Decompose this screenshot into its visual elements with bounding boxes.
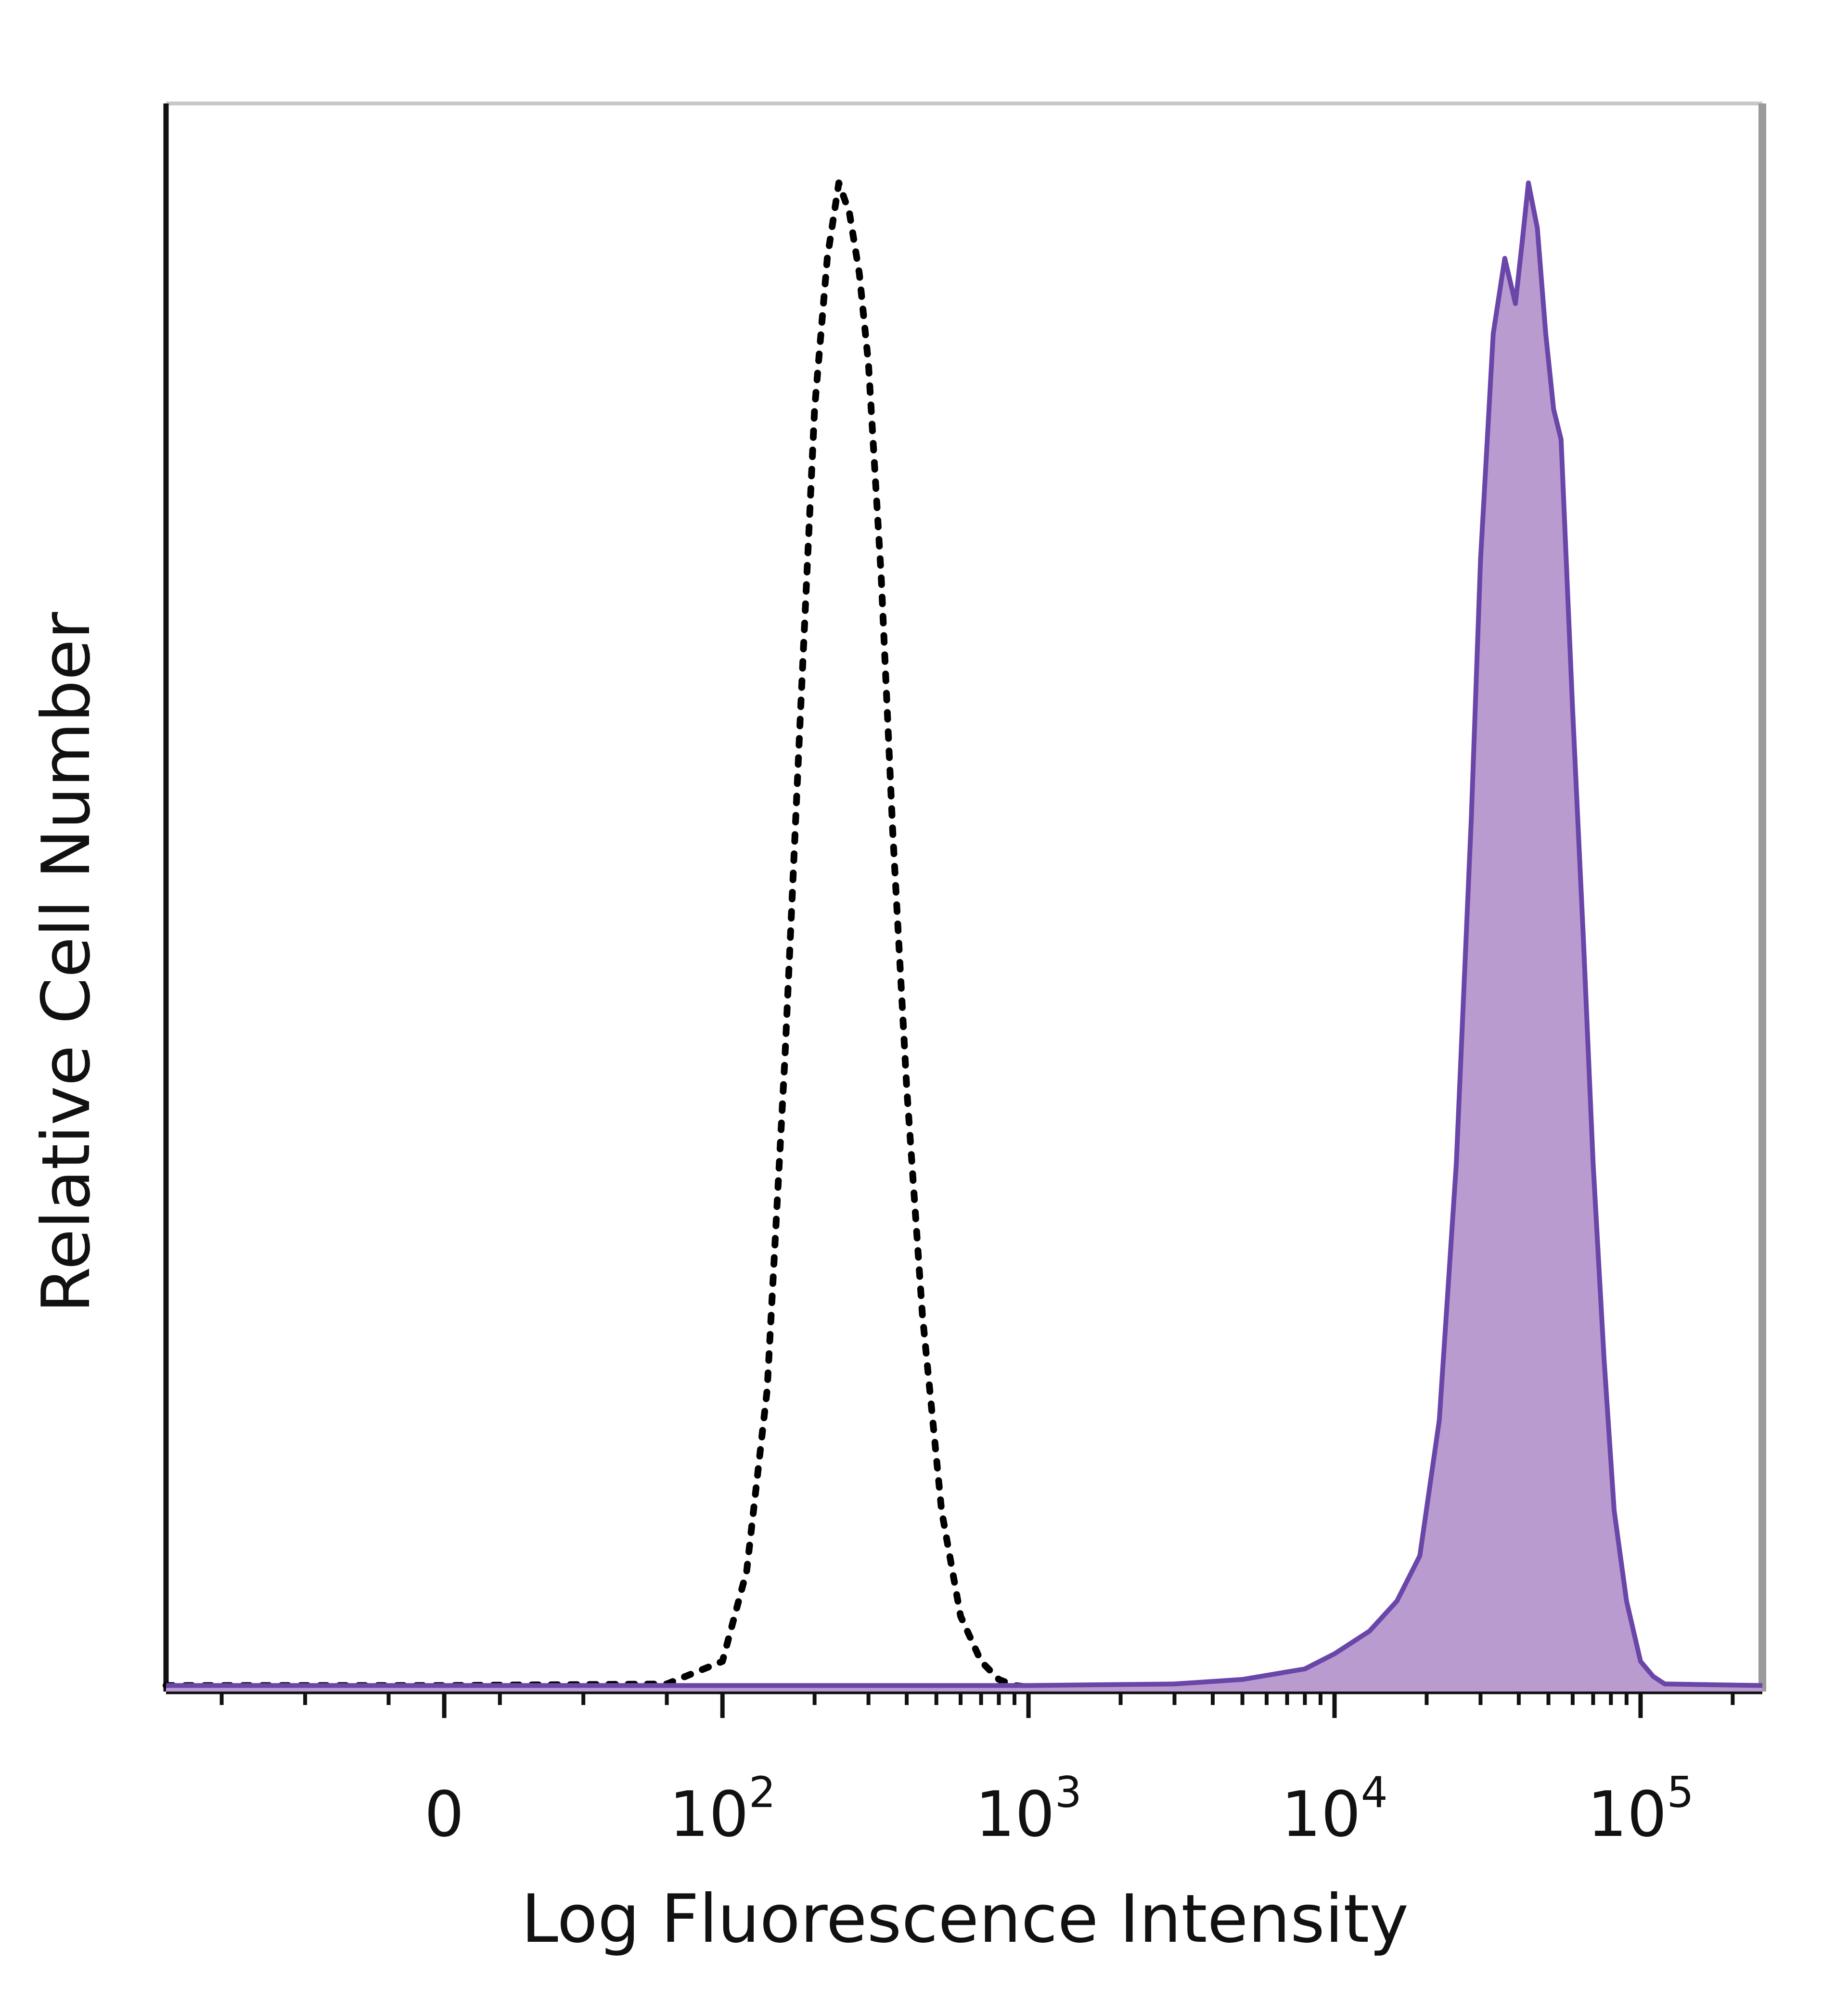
x-tick-label: 104 [1281, 1768, 1387, 1851]
series-1-line [166, 180, 1763, 1688]
series-1-area [166, 183, 1762, 1692]
series-0-line [163, 179, 1766, 1691]
x-ticks: 0 102 103 104 105 [219, 1692, 1735, 1851]
x-axis-title: Log Fluorescence Intensity [521, 1880, 1409, 1958]
series-layer [163, 179, 1766, 1692]
x-tick-label: 103 [975, 1768, 1081, 1851]
x-tick-label: 0 [424, 1778, 464, 1851]
y-axis-title: Relative Cell Number [27, 612, 105, 1313]
x-tick-label: 102 [669, 1768, 775, 1851]
x-tick-label: 105 [1587, 1768, 1694, 1851]
